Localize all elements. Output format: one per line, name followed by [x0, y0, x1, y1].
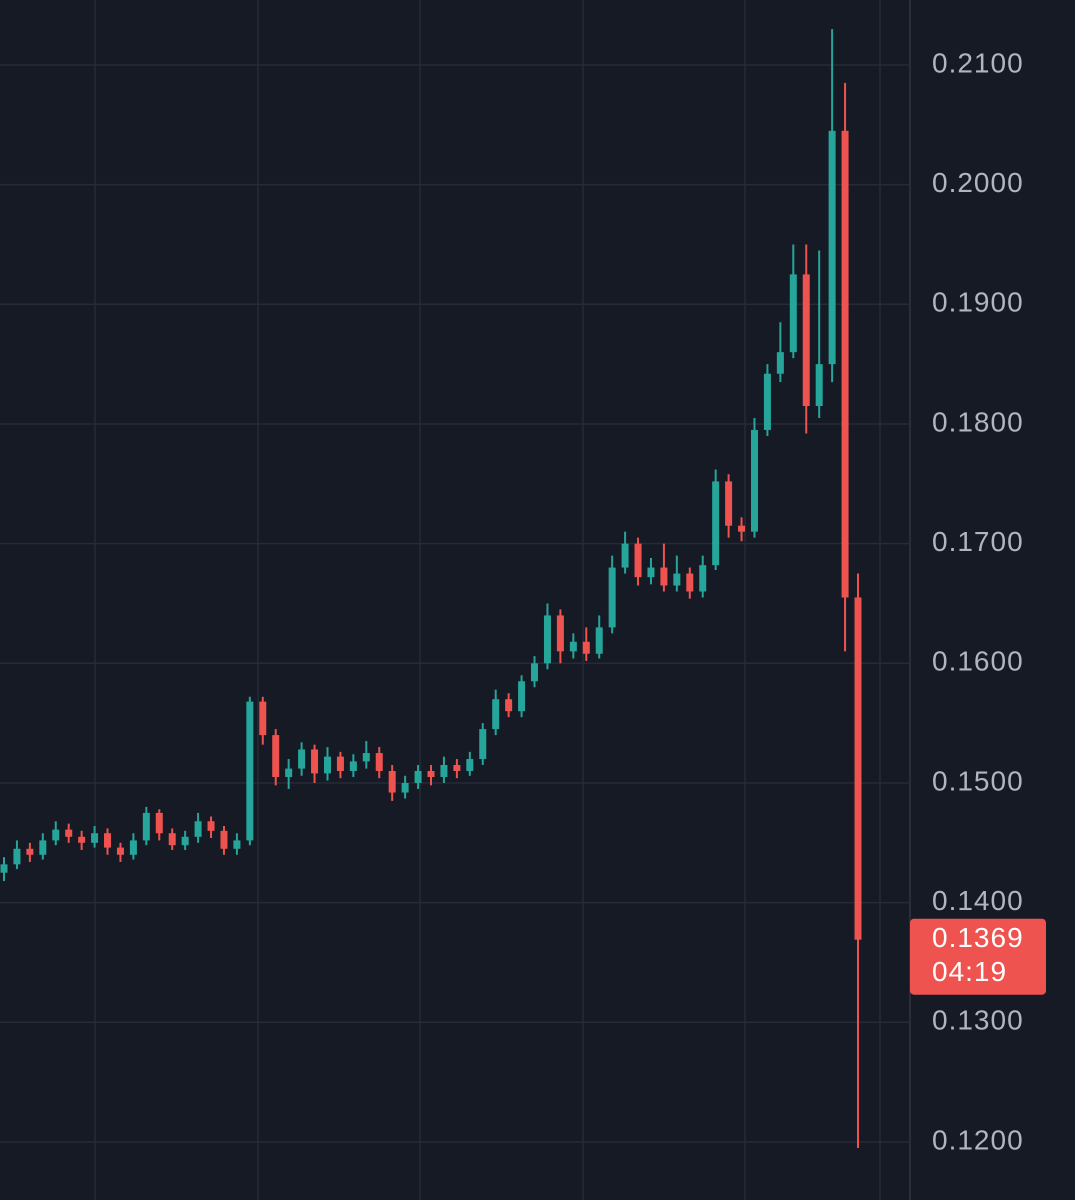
candle-body [543, 615, 551, 664]
y-tick-label: 0.2000 [932, 167, 1024, 198]
candle-body [647, 567, 655, 578]
candle-body [414, 771, 422, 783]
y-tick-label: 0.1900 [932, 287, 1024, 318]
candle-body [427, 771, 435, 777]
candle-body [440, 765, 448, 777]
candle-body [129, 840, 137, 855]
candle-body [168, 833, 176, 846]
y-tick-label: 0.2100 [932, 47, 1024, 78]
candle-body [595, 627, 603, 654]
candle-body [673, 573, 681, 586]
candle-body [13, 848, 21, 865]
candle-body [582, 641, 590, 654]
candle-body [789, 274, 797, 353]
candle-body [453, 765, 461, 772]
candle-body [246, 701, 254, 841]
candle-body [52, 829, 60, 841]
countdown-label: 04:19 [932, 956, 1007, 987]
candle-body [323, 756, 331, 774]
candle-body [569, 641, 577, 652]
candle-body [207, 821, 215, 831]
candle-body [479, 729, 487, 760]
y-tick-label: 0.1400 [932, 885, 1024, 916]
y-tick-label: 0.1500 [932, 765, 1024, 796]
candle-body [608, 567, 616, 628]
last-price-label: 0.1369 [932, 922, 1024, 953]
candle-body [104, 833, 112, 848]
last-price-box [910, 918, 1046, 995]
candle-body [298, 749, 306, 769]
candle-body [738, 525, 746, 532]
candle-body [259, 701, 267, 736]
candle-body [116, 847, 124, 855]
y-tick-label: 0.1200 [932, 1124, 1024, 1155]
time-grid [94, 0, 881, 1200]
candle-body [272, 735, 280, 777]
candle-body [65, 829, 73, 837]
candle-body [750, 429, 758, 532]
candle-body [0, 864, 8, 873]
candle-body [712, 481, 720, 566]
candle-body [634, 543, 642, 578]
candle-body [828, 130, 836, 365]
candle-body [802, 274, 810, 407]
candle-body [181, 836, 189, 846]
candle-body [556, 615, 564, 652]
y-tick-label: 0.1300 [932, 1005, 1024, 1036]
candle-body [531, 663, 539, 682]
candle-body [375, 753, 383, 772]
candle-body [349, 761, 357, 772]
candle-body [285, 768, 293, 777]
candle-body [725, 481, 733, 526]
candle-body [194, 821, 202, 837]
candle-body [505, 699, 513, 712]
candle-body [155, 812, 163, 834]
candle-body [776, 352, 784, 374]
candle-body [815, 364, 823, 407]
candle-body [220, 830, 228, 849]
candle-body [388, 771, 396, 793]
y-tick-label: 0.1800 [932, 406, 1024, 437]
candle-body [492, 699, 500, 730]
candle-body [233, 840, 241, 849]
y-tick-label: 0.1600 [932, 646, 1024, 677]
candle-body [311, 749, 319, 774]
candle-body [518, 681, 526, 712]
candle-body [362, 753, 370, 762]
candle-body [699, 565, 707, 592]
candle-body [466, 759, 474, 772]
candle-body [660, 567, 668, 586]
candle-body [763, 373, 771, 430]
candle-body [854, 597, 862, 940]
candle-body [401, 782, 409, 793]
candle-body [841, 130, 849, 598]
candle-body [91, 833, 99, 843]
candle-body [78, 836, 86, 843]
candle-body [336, 756, 344, 772]
candle-body [621, 543, 629, 568]
y-tick-label: 0.1700 [932, 526, 1024, 557]
candle-body [39, 840, 47, 855]
candle-body [142, 812, 150, 841]
candle-body [26, 848, 34, 855]
candle-body [686, 573, 694, 592]
